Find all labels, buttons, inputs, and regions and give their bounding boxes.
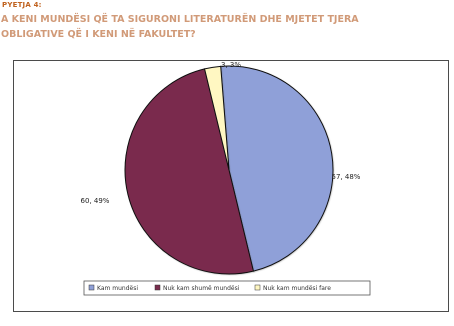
- data-label-2: 60, 49%: [81, 197, 110, 205]
- page-header: PYETJA 4: A KENI MUNDËSI QË TA SIGURONI …: [0, 0, 454, 58]
- legend-label-2: Nuk kam shumë mundësi: [163, 285, 240, 292]
- pie-slice-1: [220, 65, 334, 272]
- legend-label-3: Nuk kam mundësi fare: [263, 285, 331, 292]
- legend-label-1: Kam mundësi: [97, 285, 138, 292]
- question-kicker: PYETJA 4:: [2, 1, 42, 9]
- legend-box: [83, 280, 371, 296]
- data-label-3: 3, 3%: [221, 61, 241, 69]
- data-label-1: 57, 48%: [332, 173, 361, 181]
- legend-swatch-1: [88, 284, 95, 291]
- legend-swatch-3: [254, 284, 261, 291]
- legend-swatch-2: [154, 284, 161, 291]
- pie-slice-2: [124, 68, 255, 275]
- chart-title: A KENI MUNDËSI QË TA SIGURONI LITERATURË…: [1, 14, 359, 40]
- pie-slice-3: [203, 65, 230, 171]
